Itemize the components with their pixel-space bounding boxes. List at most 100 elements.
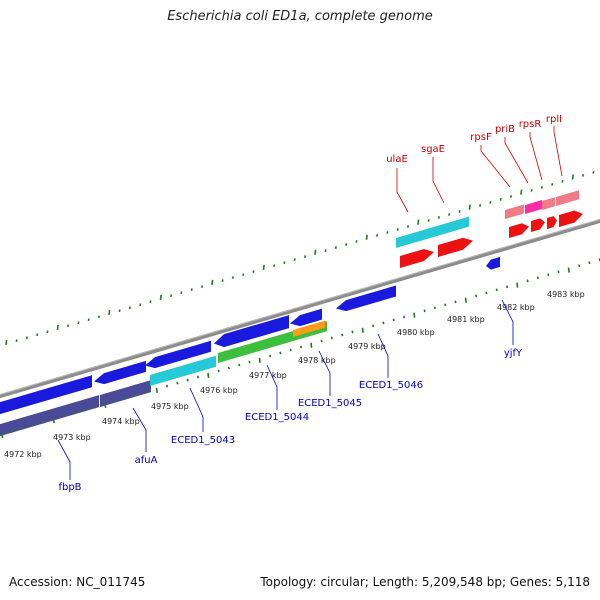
feature-gene[interactable] <box>486 256 500 270</box>
scale-tick <box>73 411 76 415</box>
scale-tick <box>56 324 59 331</box>
scale-tick <box>382 321 385 325</box>
feature-gene[interactable] <box>214 315 289 348</box>
scale-ticks <box>1 170 600 439</box>
feature-gene[interactable] <box>0 395 99 439</box>
scale-tick <box>423 309 426 313</box>
scale-tick <box>495 288 498 292</box>
gene-label-leaders <box>57 126 563 480</box>
feature-gene[interactable] <box>525 200 542 214</box>
tick-label: 4980 kbp <box>397 328 435 337</box>
gene-label-ECED1_5044[interactable]: ECED1_5044 <box>245 412 309 423</box>
leader-line-sgaE <box>432 157 445 204</box>
scale-tick <box>1 432 4 439</box>
scale-tick <box>536 276 539 280</box>
scale-tick <box>530 189 533 192</box>
scale-tick <box>11 429 14 433</box>
scale-tick <box>211 279 214 285</box>
feature-gene[interactable] <box>438 237 473 257</box>
feature-gene[interactable] <box>559 210 583 227</box>
gene-label-rpsR[interactable]: rpsR <box>519 119 542 130</box>
scale-tick <box>128 306 131 310</box>
scale-tick <box>406 225 410 228</box>
gene-label-ECED1_5045[interactable]: ECED1_5045 <box>298 398 362 409</box>
scale-tick <box>334 246 337 249</box>
leader-line-ECED1_5043 <box>189 387 204 432</box>
scale-tick <box>458 210 461 213</box>
scale-tick <box>149 300 152 304</box>
feature-gene[interactable] <box>0 375 92 415</box>
gene-label-ECED1_5046[interactable]: ECED1_5046 <box>359 380 423 391</box>
scale-tick <box>42 420 45 424</box>
scale-tick <box>361 327 364 333</box>
scale-tick <box>444 303 447 307</box>
scale-tick <box>355 240 358 243</box>
feature-gene[interactable] <box>100 380 151 407</box>
scale-tick <box>180 291 183 295</box>
backbone-line <box>0 218 600 399</box>
gene-label-rpsF[interactable]: rpsF <box>470 132 492 143</box>
feature-gene[interactable] <box>290 308 322 327</box>
scale-tick <box>551 183 554 186</box>
scale-tick <box>592 170 595 174</box>
scale-tick <box>52 417 55 424</box>
feature-gene[interactable] <box>505 204 524 219</box>
gene-label-yjfY[interactable]: yjfY <box>504 348 523 359</box>
feature-gene[interactable] <box>396 216 469 248</box>
feature-gene[interactable] <box>94 360 146 385</box>
scale-tick <box>63 414 66 418</box>
tick-label: 4981 kbp <box>447 315 485 324</box>
scale-tick <box>499 198 502 201</box>
scale-tick <box>386 231 389 234</box>
scale-tick <box>15 339 18 343</box>
scale-tick <box>279 351 282 355</box>
gene-label-sgaE[interactable]: sgaE <box>421 144 445 155</box>
gene-label-ulaE[interactable]: ulaE <box>386 154 408 165</box>
feature-gene[interactable] <box>509 223 529 238</box>
scale-tick <box>547 273 550 277</box>
scale-tick <box>351 330 354 334</box>
scale-tick <box>376 234 379 237</box>
gene-label-fbpB[interactable]: fbpB <box>58 482 81 493</box>
scale-tick <box>273 264 276 267</box>
scale-tick <box>83 408 86 412</box>
feature-gene[interactable] <box>145 340 211 369</box>
scale-tick <box>200 285 204 289</box>
scale-tick <box>155 387 158 393</box>
scale-tick <box>310 342 313 348</box>
scale-tick <box>578 264 581 268</box>
scale-tick <box>114 399 117 403</box>
scale-tick <box>248 360 251 364</box>
feature-gene[interactable] <box>150 355 216 386</box>
scale-tick <box>238 363 241 367</box>
scale-tick <box>32 423 35 427</box>
feature-gene[interactable] <box>400 248 434 268</box>
scale-tick <box>269 354 272 358</box>
feature-gene[interactable] <box>293 320 325 337</box>
feature-gene[interactable] <box>336 285 396 312</box>
gene-label-rplI[interactable]: rplI <box>546 114 562 125</box>
feature-gene[interactable] <box>556 190 579 206</box>
scale-tick <box>36 333 39 337</box>
leader-line-rplI <box>553 126 563 177</box>
scale-tick <box>330 336 333 340</box>
scale-tick <box>5 339 8 346</box>
feature-gene[interactable] <box>531 218 545 232</box>
feature-gene[interactable] <box>542 197 555 210</box>
scale-tick <box>170 294 173 298</box>
gene-label-ECED1_5043[interactable]: ECED1_5043 <box>171 435 235 446</box>
feature-gene[interactable] <box>547 216 557 229</box>
backbone-track <box>0 218 600 399</box>
tick-label: 4983 kbp <box>547 290 585 299</box>
accession-text: Accession: NC_011745 <box>9 575 146 589</box>
feature-layer <box>0 190 583 439</box>
scale-tick <box>77 321 80 325</box>
scale-tick <box>186 378 189 382</box>
tick-label: 4972 kbp <box>4 450 42 459</box>
gene-label-priB[interactable]: priB <box>495 124 515 135</box>
scale-tick <box>258 357 261 363</box>
scale-tick <box>67 324 70 328</box>
tick-label: 4982 kbp <box>497 303 535 312</box>
gene-label-afuA[interactable]: afuA <box>135 455 158 466</box>
